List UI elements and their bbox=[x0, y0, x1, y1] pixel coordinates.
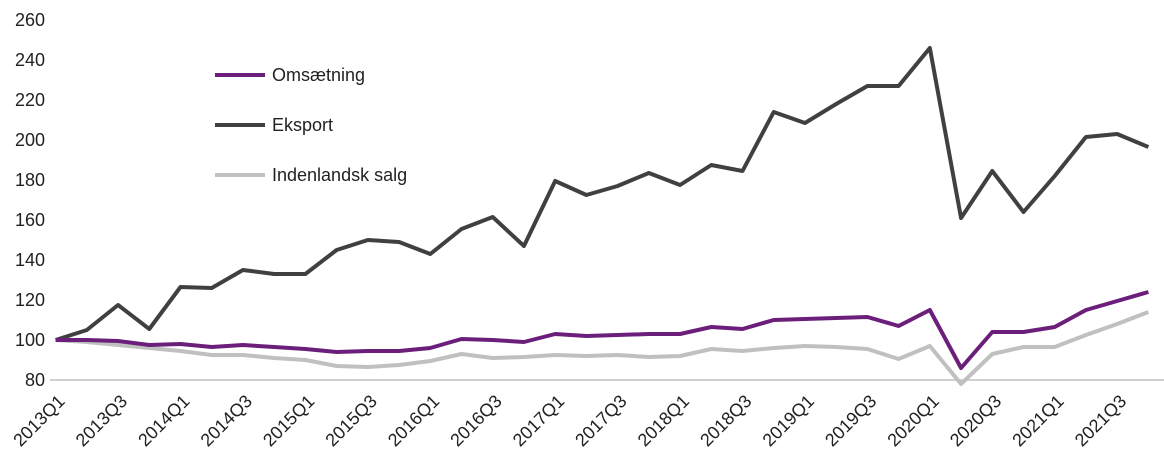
x-tick-label: 2018Q1 bbox=[634, 391, 693, 450]
series-line bbox=[55, 290, 1149, 370]
y-tick-label: 240 bbox=[15, 50, 45, 70]
x-tick-label: 2013Q3 bbox=[72, 391, 131, 450]
x-tick-label: 2021Q3 bbox=[1071, 391, 1130, 450]
x-tick-label: 2016Q3 bbox=[446, 391, 505, 450]
x-tick-label: 2020Q1 bbox=[883, 391, 942, 450]
x-tick-label: 2019Q1 bbox=[759, 391, 818, 450]
y-tick-label: 180 bbox=[15, 170, 45, 190]
series-line bbox=[55, 310, 1150, 386]
series-line bbox=[55, 46, 1150, 342]
x-tick-label: 2018Q3 bbox=[696, 391, 755, 450]
legend-label: Eksport bbox=[272, 115, 333, 135]
legend-label: Omsætning bbox=[272, 65, 365, 85]
x-tick-label: 2017Q1 bbox=[509, 391, 568, 450]
x-tick-label: 2016Q1 bbox=[384, 391, 443, 450]
x-tick-label: 2015Q3 bbox=[321, 391, 380, 450]
y-tick-label: 140 bbox=[15, 250, 45, 270]
x-tick-label: 2017Q3 bbox=[571, 391, 630, 450]
y-tick-label: 260 bbox=[15, 10, 45, 30]
y-tick-label: 120 bbox=[15, 290, 45, 310]
x-tick-label: 2014Q1 bbox=[134, 391, 193, 450]
y-tick-label: 100 bbox=[15, 330, 45, 350]
y-tick-label: 220 bbox=[15, 90, 45, 110]
x-tick-label: 2019Q3 bbox=[821, 391, 880, 450]
x-tick-label: 2013Q1 bbox=[9, 391, 68, 450]
y-tick-label: 160 bbox=[15, 210, 45, 230]
x-tick-label: 2020Q3 bbox=[946, 391, 1005, 450]
x-tick-label: 2015Q1 bbox=[259, 391, 318, 450]
x-tick-label: 2021Q1 bbox=[1008, 391, 1067, 450]
x-tick-label: 2014Q3 bbox=[197, 391, 256, 450]
y-tick-label: 200 bbox=[15, 130, 45, 150]
y-tick-label: 80 bbox=[25, 370, 45, 390]
legend-label: Indenlandsk salg bbox=[272, 165, 407, 185]
